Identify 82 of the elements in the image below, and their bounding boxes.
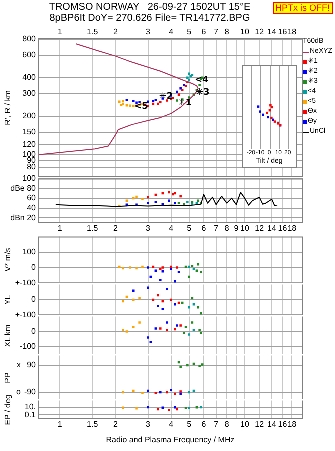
text: HPTx is OFF! — [272, 2, 333, 14]
x-tick-label: 2 — [113, 27, 118, 36]
y-tick-label: dBn 20 — [10, 213, 37, 222]
x-tick-label: 16 — [278, 420, 288, 430]
x-tick-label: 5 — [187, 420, 192, 430]
x-tick-label: 3 — [146, 27, 152, 36]
x-tick-label: 8 — [224, 27, 230, 36]
x-tick-label: 6 — [202, 27, 207, 36]
x-tick-label: 6 — [202, 224, 207, 234]
x-tick-label: 14 — [268, 224, 277, 234]
x-tick-label: 5 — [187, 27, 192, 36]
x-tick-label: 2 — [113, 224, 118, 234]
y-axis-title: YL — [4, 295, 12, 305]
y-tick-label: 0 — [32, 295, 37, 304]
x-tick-label: 1.5 — [87, 27, 99, 36]
x-tick-label: 6 — [202, 420, 207, 430]
y-tick-label: 150 — [22, 128, 37, 137]
x-tick-label: 12 — [255, 420, 265, 430]
text: x — [17, 360, 21, 370]
x-tick-label: 7 — [214, 224, 220, 234]
x-tick-label: 7 — [214, 420, 220, 430]
y-tick-label: -90 — [24, 388, 37, 397]
y-tick-label: dBe 80 — [10, 184, 37, 193]
y-tick-label: +-100 — [15, 310, 37, 320]
y-tick-label: 80 — [27, 162, 37, 172]
x-tick-label: 4 — [169, 27, 174, 36]
text: o — [16, 388, 22, 397]
x-axis-title: Radio and Plasma Frequency / MHz — [106, 435, 235, 444]
y-tick-label: 100 — [22, 247, 37, 256]
y-tick-label: 10. — [24, 402, 36, 412]
chart-subtitle: 8pBP6It DoY= 270.626 File= TR141772.BPG — [48, 13, 252, 24]
y-tick-label: 100 — [22, 174, 37, 184]
y-tick-label: 40 — [27, 203, 37, 212]
x-tick-label: 16 — [278, 224, 288, 234]
y-axis-title: PP — [4, 372, 12, 383]
y-axis-title: R', R / km — [4, 90, 12, 126]
annotation: ✳3 — [196, 88, 210, 98]
y-tick-label: 60 — [27, 194, 37, 203]
x-tick-label: 4 — [169, 420, 174, 430]
y-tick-label: 0.1 — [24, 410, 37, 420]
x-tick-label: 1 — [58, 27, 63, 36]
x-tick-label: 2 — [113, 420, 118, 430]
y-axis-title: XL km — [4, 324, 12, 347]
y-tick-label: 0 — [32, 326, 37, 336]
x-tick-label: 3 — [146, 224, 152, 234]
annotation: <4 — [194, 75, 209, 86]
x-tick-label: 14 — [268, 27, 277, 36]
x-tick-label: 1 — [58, 420, 63, 430]
x-tick-label: 7 — [214, 27, 220, 36]
y-axis-title: V* m/s — [4, 248, 12, 272]
y-tick-label: 300 — [22, 89, 37, 98]
x-tick-label: 16 — [278, 27, 288, 36]
y-tick-label: 600 — [22, 50, 37, 60]
x-tick-label: 10 — [240, 27, 250, 36]
y-tick-label: 200 — [22, 112, 37, 121]
y-tick-label: +-100 — [15, 278, 37, 288]
y-tick-label: 90 — [27, 156, 37, 165]
x-tick-label: 18 — [288, 224, 298, 234]
y-tick-label: 120 — [22, 140, 37, 150]
x-tick-label: 10 — [240, 420, 250, 430]
y-tick-label: 400 — [22, 73, 37, 82]
x-tick-label: 10 — [240, 224, 250, 234]
x-tick-label: 18 — [288, 27, 298, 36]
y-tick-label: 0 — [32, 262, 37, 272]
x-tick-label: 14 — [268, 420, 277, 430]
x-tick-label: 1.5 — [87, 224, 99, 234]
y-axis-title: EP / deg — [4, 394, 12, 425]
x-tick-label: 8 — [224, 420, 230, 430]
x-tick-label: 1.5 — [87, 420, 99, 430]
x-tick-label: 12 — [255, 27, 265, 36]
x-tick-label: 1 — [58, 224, 63, 234]
x-tick-label: 8 — [224, 224, 230, 234]
x-tick-label: 9 — [234, 224, 240, 234]
x-tick-label: 12 — [255, 224, 265, 234]
y-tick-label: 90 — [27, 360, 37, 370]
y-tick-label: 800 — [22, 34, 37, 44]
x-tick-label: 18 — [288, 420, 298, 430]
x-tick-label: 5 — [187, 224, 192, 234]
x-tick-label: 4 — [169, 224, 174, 234]
chart-title: TROMSO NORWAY 26-09-27 1502UT 15°E — [49, 2, 251, 13]
x-tick-label: 3 — [146, 420, 152, 430]
y-tick-label: -100 — [20, 342, 37, 351]
